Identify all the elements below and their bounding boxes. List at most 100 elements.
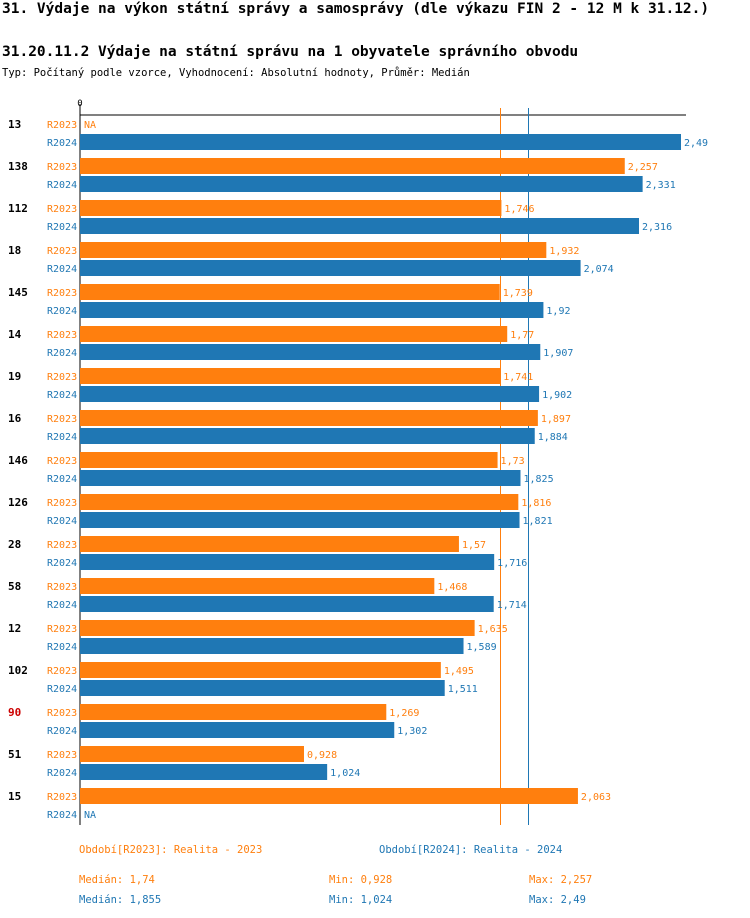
stat-max-r2024: Max: 2,49 — [529, 894, 586, 906]
category-label: 58 — [8, 580, 21, 593]
data-label-r2023: 2,257 — [628, 162, 658, 173]
data-label-r2024: 1,821 — [523, 516, 553, 527]
data-label-r2024: 2,49 — [684, 138, 708, 149]
series-row-label-r2023: R2023 — [47, 750, 77, 761]
series-row-label-r2024: R2024 — [47, 306, 77, 317]
series-row-label-r2023: R2023 — [47, 666, 77, 677]
data-label-r2023: 1,495 — [444, 666, 474, 677]
category-label: 18 — [8, 244, 21, 257]
series-row-label-r2024: R2024 — [47, 600, 77, 611]
data-label-r2024: 1,511 — [448, 684, 478, 695]
series-row-label-r2023: R2023 — [47, 120, 77, 131]
series-row-label-r2023: R2023 — [47, 162, 77, 173]
bar-r2023 — [80, 158, 625, 174]
bar-r2023 — [80, 284, 500, 300]
series-row-label-r2023: R2023 — [47, 498, 77, 509]
data-label-r2024: 1,716 — [497, 558, 527, 569]
series-row-label-r2023: R2023 — [47, 330, 77, 341]
data-label-r2024: 1,024 — [330, 768, 360, 779]
bar-r2024 — [80, 470, 521, 486]
series-row-label-r2023: R2023 — [47, 540, 77, 551]
axis-zero-label: 0 — [77, 99, 82, 109]
bar-r2024 — [80, 386, 540, 402]
series-row-label-r2023: R2023 — [47, 708, 77, 719]
data-label-r2023: 1,468 — [437, 582, 467, 593]
bar-r2023 — [80, 326, 508, 342]
data-label-r2024: 1,92 — [546, 306, 570, 317]
data-label-r2023: 1,77 — [510, 330, 534, 341]
bar-r2023 — [80, 242, 547, 258]
bar-r2023 — [80, 620, 475, 636]
series-row-label-r2023: R2023 — [47, 624, 77, 635]
data-label-r2024: 1,589 — [467, 642, 497, 653]
data-label-r2024: 2,316 — [642, 222, 672, 233]
bar-r2023 — [80, 704, 387, 720]
category-label: 146 — [8, 454, 28, 467]
series-row-label-r2024: R2024 — [47, 180, 77, 191]
category-label: 138 — [8, 160, 28, 173]
stat-min-r2023: Min: 0,928 — [329, 874, 393, 886]
data-label-r2023: NA — [84, 120, 96, 131]
data-label-r2024: 1,714 — [497, 600, 527, 611]
category-label: 15 — [8, 790, 21, 803]
chart-subtitle: 31.20.11.2 Výdaje na státní správu na 1 … — [2, 44, 579, 60]
category-label: 14 — [8, 328, 22, 341]
category-label: 28 — [8, 538, 21, 551]
series-row-label-r2023: R2023 — [47, 288, 77, 299]
bar-r2024 — [80, 134, 681, 150]
series-row-label-r2024: R2024 — [47, 810, 77, 821]
bar-r2024 — [80, 554, 495, 570]
bar-r2024 — [80, 596, 494, 612]
data-label-r2024: 1,884 — [538, 432, 568, 443]
bar-r2024 — [80, 218, 640, 234]
bar-r2024 — [80, 512, 520, 528]
bar-r2023 — [80, 536, 459, 552]
data-label-r2023: 1,57 — [462, 540, 486, 551]
data-label-r2023: 1,635 — [478, 624, 508, 635]
data-label-r2024: 1,907 — [543, 348, 573, 359]
bar-r2024 — [80, 638, 464, 654]
data-label-r2023: 1,269 — [389, 708, 419, 719]
bar-r2023 — [80, 452, 498, 468]
data-label-r2023: 2,063 — [581, 792, 611, 803]
series-row-label-r2023: R2023 — [47, 456, 77, 467]
data-label-r2024: 2,074 — [584, 264, 614, 275]
stat-min-r2024: Min: 1,024 — [329, 894, 393, 906]
data-label-r2023: 1,746 — [504, 204, 534, 215]
series-row-label-r2024: R2024 — [47, 474, 77, 485]
stat-median-r2024: Medián: 1,855 — [79, 894, 162, 906]
category-label: 126 — [8, 496, 28, 509]
series-row-label-r2023: R2023 — [47, 414, 77, 425]
series-row-label-r2024: R2024 — [47, 726, 77, 737]
data-label-r2024: 1,902 — [542, 390, 572, 401]
bar-r2024 — [80, 428, 535, 444]
bar-r2023 — [80, 494, 519, 510]
series-row-label-r2024: R2024 — [47, 684, 77, 695]
data-label-r2023: 1,932 — [549, 246, 579, 257]
data-label-r2023: 1,816 — [521, 498, 551, 509]
data-label-r2024: NA — [84, 810, 96, 821]
chart-type-line: Typ: Počítaný podle vzorce, Vyhodnocení:… — [2, 67, 470, 79]
series-row-label-r2024: R2024 — [47, 222, 77, 233]
category-label: 112 — [8, 202, 28, 215]
series-row-label-r2024: R2024 — [47, 264, 77, 275]
bar-r2023 — [80, 368, 501, 384]
bar-r2023 — [80, 662, 441, 678]
bar-r2024 — [80, 722, 395, 738]
data-label-r2024: 2,331 — [646, 180, 676, 191]
bar-r2023 — [80, 578, 435, 594]
series-row-label-r2024: R2024 — [47, 642, 77, 653]
bar-r2024 — [80, 344, 541, 360]
category-label: 13 — [8, 118, 21, 131]
legend-r2024: Období[R2024]: Realita - 2024 — [379, 844, 563, 856]
stat-median-r2023: Medián: 1,74 — [79, 874, 155, 886]
data-label-r2023: 1,897 — [541, 414, 571, 425]
category-label: 19 — [8, 370, 21, 383]
data-label-r2023: 1,739 — [503, 288, 533, 299]
series-row-label-r2024: R2024 — [47, 390, 77, 401]
category-label: 51 — [8, 748, 22, 761]
legend-r2023: Období[R2023]: Realita - 2023 — [79, 844, 263, 856]
bar-r2024 — [80, 176, 643, 192]
category-label: 90 — [8, 706, 21, 719]
series-row-label-r2024: R2024 — [47, 138, 77, 149]
